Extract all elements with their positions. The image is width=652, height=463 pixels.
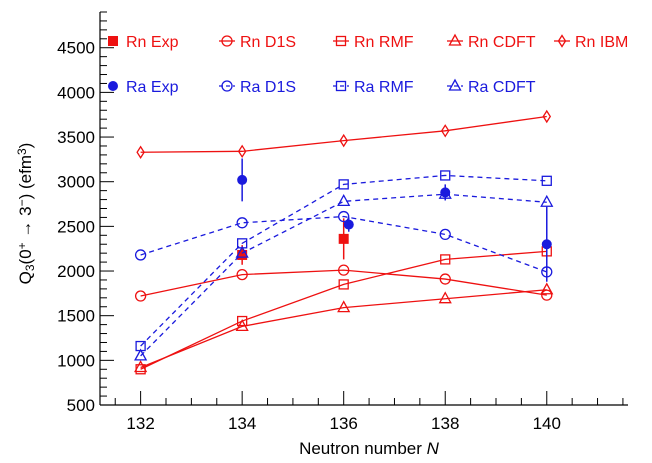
legend-marker-rn-exp	[108, 36, 118, 46]
series-rn-ibm	[136, 109, 552, 159]
legend-label-rn-ibm: Rn IBM	[575, 34, 628, 51]
y-tick-label: 1500	[57, 307, 95, 326]
legend-entry-rn-d1s: Rn D1S	[219, 34, 296, 51]
y-tick-label: 1000	[57, 351, 95, 370]
data-point-rn-cdft	[438, 291, 452, 304]
data-point-rn-exp	[338, 233, 349, 244]
legend-marker-rn-d1s	[221, 35, 233, 47]
data-point-ra-rmf	[541, 175, 552, 186]
data-point-rn-ibm	[237, 144, 247, 159]
series-line-rn-ibm	[140, 115, 547, 153]
legend-label-ra-cdft: Ra CDFT	[468, 79, 536, 96]
data-point-rn-d1s	[236, 268, 248, 281]
axes: 500 1000 1500 2000 2500 3000 3500 4000 4500 132 13…	[57, 11, 628, 433]
series-rn-exp	[237, 218, 349, 265]
y-tick-label: 4500	[57, 39, 95, 58]
series-ra-exp	[237, 158, 552, 282]
series-line-rn-cdft	[140, 289, 547, 369]
legend-entry-rn-ibm: Rn IBM	[554, 34, 628, 51]
legend-marker-ra-d1s	[221, 80, 233, 92]
data-point-ra-cdft	[438, 186, 452, 199]
data-point-ra-exp	[237, 174, 248, 185]
data-point-rn-ibm	[339, 133, 348, 148]
legend-marker-rn-ibm	[557, 34, 567, 48]
data-point-ra-d1s	[236, 217, 248, 229]
series-rn-rmf	[135, 246, 552, 375]
legend-label-rn-cdft: Rn CDFT	[468, 34, 536, 51]
data-point-ra-cdft	[540, 194, 554, 207]
series-rn-cdft	[134, 282, 554, 373]
legend-label-ra-d1s: Ra D1S	[240, 79, 296, 96]
series-ra-cdft	[134, 186, 554, 361]
legend-label-rn-d1s: Rn D1S	[240, 34, 296, 51]
data-point-ra-exp	[343, 219, 354, 230]
series-line-ra-rmf	[140, 174, 547, 347]
x-tick-label: 136	[330, 414, 358, 433]
data-point-ra-rmf	[338, 179, 349, 190]
data-point-ra-d1s	[134, 249, 147, 261]
legend-entry-ra-exp: Ra Exp	[108, 79, 179, 96]
legend-entry-rn-rmf: Rn RMF	[333, 34, 414, 51]
legend-label-ra-rmf: Ra RMF	[354, 79, 414, 96]
legend-marker-rn-rmf	[335, 35, 347, 47]
legend-label-rn-exp: Rn Exp	[126, 34, 179, 51]
data-point-ra-d1s	[439, 228, 451, 241]
x-tick-label: 132	[126, 414, 154, 433]
data-point-ra-exp	[541, 239, 552, 250]
data-point-rn-cdft	[337, 300, 351, 313]
y-tick-label: 2000	[57, 262, 95, 281]
data-point-rn-cdft	[134, 360, 148, 373]
legend-marker-ra-exp	[108, 81, 118, 91]
legend-marker-ra-cdft	[448, 78, 462, 91]
data-point-ra-cdft	[337, 194, 351, 207]
data-point-ra-cdft	[235, 245, 249, 258]
data-point-rn-cdft	[235, 319, 249, 332]
data-point-rn-d1s	[338, 264, 350, 276]
series-ra-d1s	[134, 210, 553, 278]
data-point-ra-d1s	[541, 266, 553, 278]
legend-entry-rn-exp: Rn Exp	[108, 34, 179, 51]
data-point-rn-rmf	[338, 279, 349, 290]
y-tick-label: 2500	[57, 217, 95, 236]
data-point-rn-rmf	[237, 315, 248, 327]
y-tick-label: 3000	[57, 173, 95, 192]
y-tick-label: 500	[67, 396, 95, 415]
data-point-rn-ibm	[542, 109, 552, 124]
data-point-rn-d1s	[134, 290, 147, 302]
data-point-rn-rmf	[440, 254, 451, 265]
legend-entry-ra-rmf: Ra RMF	[333, 79, 414, 96]
data-point-ra-rmf	[440, 170, 451, 181]
x-tick-label: 138	[431, 414, 459, 433]
legend-marker-ra-rmf	[335, 80, 347, 92]
data-point-ra-cdft	[134, 348, 148, 361]
data-point-ra-d1s	[338, 210, 350, 223]
series-ra-rmf	[135, 170, 552, 352]
y-axis-title: Q3(0+ → 3−) (efm3)	[15, 143, 37, 285]
y-tick-label: 3500	[57, 128, 95, 147]
series-line-ra-d1s	[140, 215, 547, 273]
data-point-rn-ibm	[136, 145, 145, 159]
data-point-rn-ibm	[440, 124, 450, 138]
series-line-rn-rmf	[140, 250, 547, 370]
legend-entry-rn-cdft: Rn CDFT	[447, 33, 536, 51]
legend: Rn Exp Rn D1S Rn RMF Rn CDFT Rn IBM Ra Exp Ra …	[108, 33, 628, 96]
legend-entry-ra-d1s: Ra D1S	[219, 79, 296, 96]
series-line-rn-d1s	[140, 269, 547, 297]
data-point-rn-cdft	[540, 282, 554, 295]
data-point-rn-d1s	[439, 273, 451, 285]
legend-label-ra-exp: Ra Exp	[126, 79, 179, 96]
x-axis-title: Neutron number N	[299, 439, 440, 458]
series-rn-d1s	[134, 264, 553, 302]
plot-area	[134, 109, 554, 375]
y-tick-label: 4000	[57, 83, 95, 102]
legend-marker-rn-cdft	[448, 33, 462, 46]
legend-entry-ra-cdft: Ra CDFT	[447, 78, 536, 96]
x-tick-label: 140	[533, 414, 561, 433]
x-tick-label: 134	[228, 414, 256, 433]
data-point-rn-exp	[237, 249, 248, 260]
legend-label-rn-rmf: Rn RMF	[354, 34, 414, 51]
